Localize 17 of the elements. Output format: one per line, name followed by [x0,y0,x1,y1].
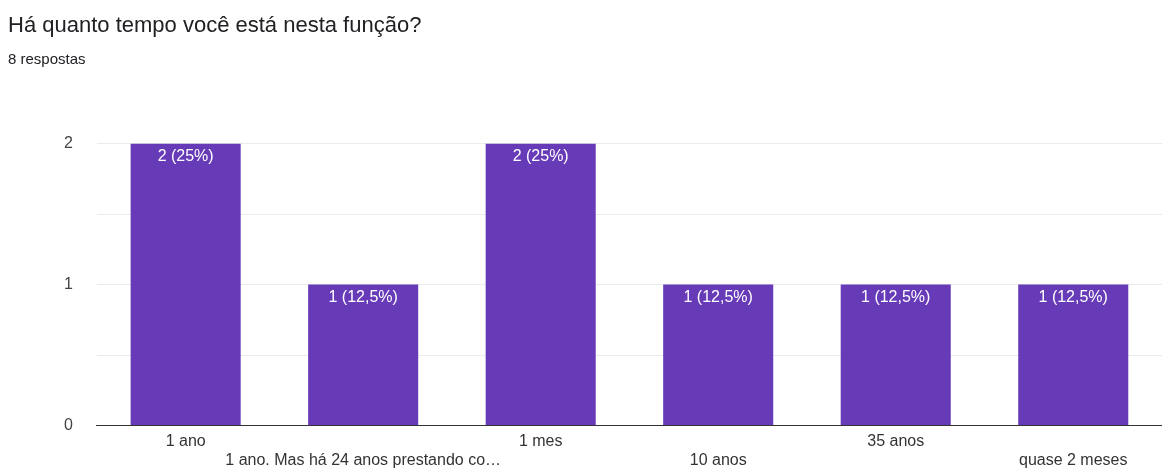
data-label: 1 (12,5%) [683,288,753,306]
x-tick-label: 1 ano [165,431,206,449]
x-tick-label: 35 anos [867,431,925,449]
x-tick-label: 10 anos [689,450,747,468]
data-label: 2 (25%) [157,147,214,165]
data-label: 2 (25%) [512,147,569,165]
y-tick-label: 2 [63,134,73,152]
x-tick-label: 1 mes [518,431,563,449]
data-label: 1 (12,5%) [1038,288,1108,306]
y-tick-label: 1 [63,275,73,293]
chart-title: Há quanto tempo você está nesta função? [8,12,422,38]
chart-subtitle: 8 respostas [8,50,86,67]
y-tick-label: 0 [63,416,73,434]
data-label: 1 (12,5%) [861,288,931,306]
x-tick-label: quase 2 meses [1018,450,1128,468]
data-label: 1 (12,5%) [328,288,398,306]
x-tick-label: 1 ano. Mas há 24 anos prestando co… [225,450,502,468]
